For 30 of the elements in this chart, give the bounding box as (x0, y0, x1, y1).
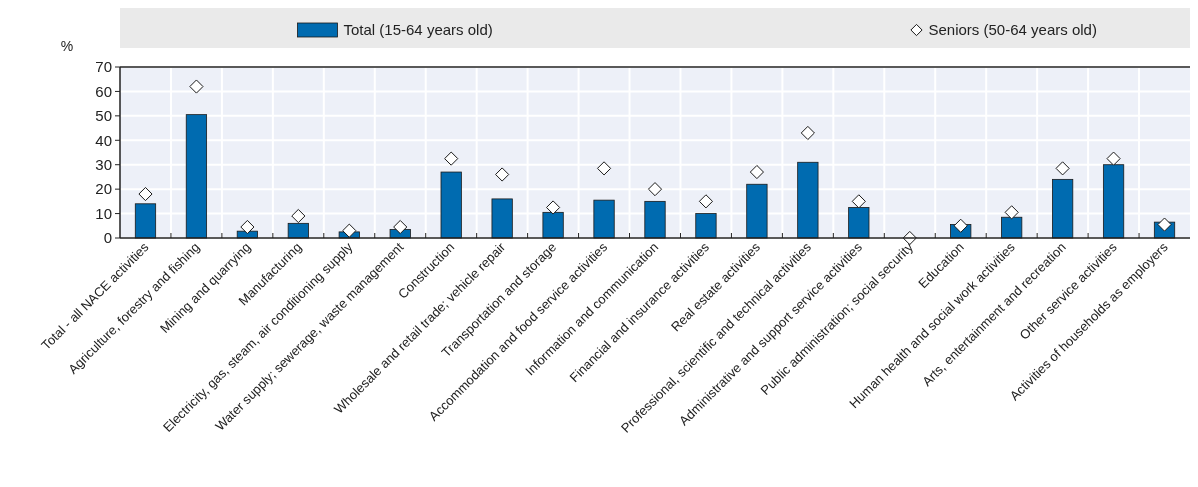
y-tick-label: 40 (95, 131, 112, 149)
point (189, 79, 204, 94)
y-tick-label: 50 (95, 107, 112, 125)
point (546, 200, 561, 215)
point (1055, 161, 1070, 176)
point (291, 208, 306, 224)
point (240, 219, 255, 235)
point (1004, 205, 1019, 220)
y-tick-label: 60 (95, 82, 112, 100)
point (444, 151, 459, 166)
point (749, 164, 764, 180)
point (851, 194, 866, 209)
y-axis-title: % (60, 38, 74, 54)
y-tick-label: 0 (103, 229, 112, 247)
point (953, 218, 968, 233)
y-tick-label: 70 (95, 58, 112, 76)
point (138, 186, 153, 202)
point (393, 219, 408, 235)
point (342, 223, 357, 238)
point (596, 161, 612, 176)
point (1106, 151, 1121, 166)
point (647, 182, 663, 197)
point (800, 125, 815, 141)
legend-label: Seniors (50-64 years old) (928, 21, 1097, 39)
y-tick-label: 10 (95, 204, 112, 222)
legend-label: Total (15-64 years old) (343, 21, 493, 39)
point (698, 194, 714, 209)
y-tick-label: 30 (95, 155, 112, 173)
point (495, 167, 510, 182)
y-tick-label: 20 (95, 180, 112, 198)
